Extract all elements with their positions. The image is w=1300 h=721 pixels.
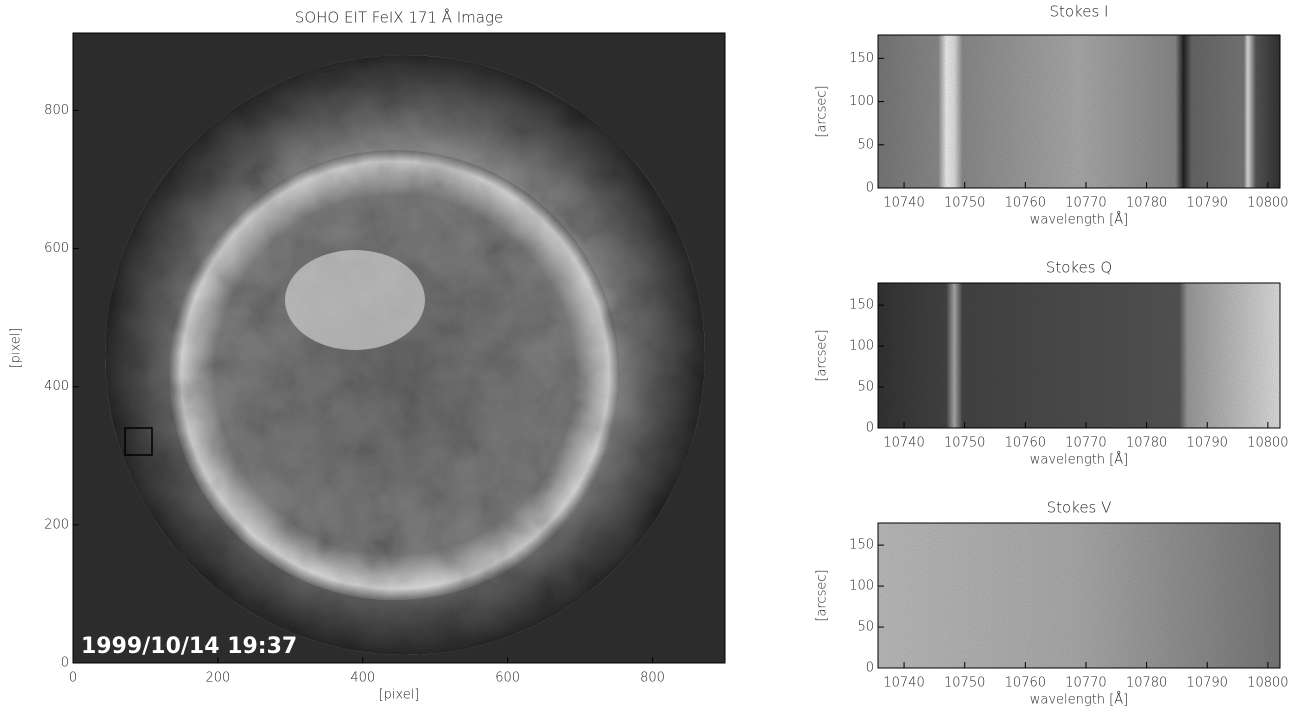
y-tick-label: 400 <box>44 379 69 394</box>
x-tick-label: 10760 <box>1005 196 1046 211</box>
y-tick-label: 100 <box>849 579 874 594</box>
y-tick-label: 150 <box>849 51 874 66</box>
x-tick-label: 10750 <box>944 436 985 451</box>
y-tick-label: 0 <box>866 421 874 436</box>
y-tick-label: 150 <box>849 538 874 553</box>
y-tick-label: 200 <box>44 517 69 532</box>
y-tick-label: 0 <box>866 661 874 676</box>
x-tick-label: 10770 <box>1065 196 1106 211</box>
x-tick-label: 10750 <box>944 676 985 691</box>
x-tick-label: 10780 <box>1126 196 1167 211</box>
x-axis-label: [pixel] <box>379 688 420 703</box>
panel-title: Stokes Q <box>1046 259 1112 277</box>
x-tick-label: 10790 <box>1187 196 1228 211</box>
x-tick-label: 10800 <box>1247 676 1288 691</box>
x-axis-label: wavelength [Å] <box>1030 452 1128 468</box>
y-tick-label: 800 <box>44 103 69 118</box>
x-tick-label: 600 <box>495 671 520 686</box>
x-tick-label: 10740 <box>883 436 924 451</box>
x-tick-label: 800 <box>640 671 665 686</box>
y-tick-label: 150 <box>849 298 874 313</box>
x-tick-label: 10800 <box>1247 196 1288 211</box>
x-axis-label: wavelength [Å] <box>1030 692 1128 708</box>
y-axis-label: [arcsec] <box>815 85 830 137</box>
x-tick-label: 10770 <box>1065 676 1106 691</box>
x-tick-label: 10780 <box>1126 436 1167 451</box>
x-tick-label: 10800 <box>1247 436 1288 451</box>
y-axis-label: [arcsec] <box>815 329 830 381</box>
y-tick-label: 0 <box>61 656 69 671</box>
x-tick-label: 10760 <box>1005 436 1046 451</box>
y-tick-label: 100 <box>849 94 874 109</box>
x-tick-label: 10780 <box>1126 676 1167 691</box>
x-tick-label: 10790 <box>1187 436 1228 451</box>
x-tick-label: 10740 <box>883 196 924 211</box>
panel-title: SOHO EIT FeIX 171 Å Image <box>295 8 503 27</box>
y-tick-label: 50 <box>857 380 874 395</box>
y-tick-label: 50 <box>857 620 874 635</box>
x-tick-label: 400 <box>350 671 375 686</box>
figure: SOHO EIT FeIX 171 Å Image 0 200 400 600 800 0 2… <box>0 0 1300 721</box>
x-tick-label: 10750 <box>944 196 985 211</box>
panel-title: Stokes I <box>1050 3 1109 21</box>
stokes-images <box>878 35 1280 668</box>
x-tick-label: 10790 <box>1187 676 1228 691</box>
y-tick-label: 0 <box>866 181 874 196</box>
sun-image <box>73 33 725 663</box>
y-axis-label: [pixel] <box>9 328 24 369</box>
y-tick-label: 100 <box>849 339 874 354</box>
x-tick-label: 10740 <box>883 676 924 691</box>
panel-title: Stokes V <box>1047 499 1112 517</box>
x-tick-label: 0 <box>69 671 77 686</box>
y-tick-label: 600 <box>44 241 69 256</box>
y-tick-label: 50 <box>857 137 874 152</box>
x-tick-label: 200 <box>205 671 230 686</box>
x-tick-label: 10760 <box>1005 676 1046 691</box>
timestamp: 1999/10/14 19:37 <box>81 634 297 659</box>
y-axis-label: [arcsec] <box>815 569 830 621</box>
x-axis-label: wavelength [Å] <box>1030 212 1128 228</box>
x-tick-label: 10770 <box>1065 436 1106 451</box>
